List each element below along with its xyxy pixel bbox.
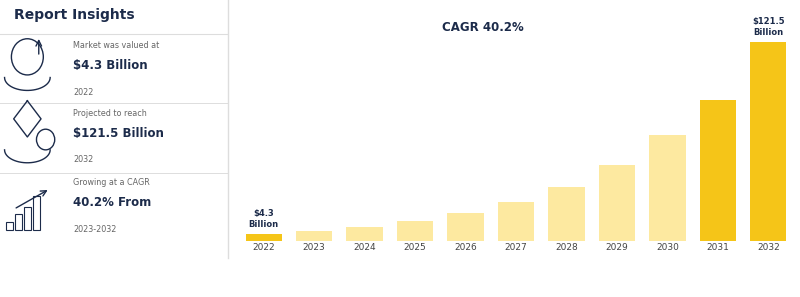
Text: Market was valued at: Market was valued at [73,41,159,50]
Bar [649,135,686,241]
Text: $4.3
Billion: $4.3 Billion [249,208,279,229]
Bar [296,231,332,241]
Bar [548,187,585,241]
Bar [397,221,434,241]
Bar [6,222,13,230]
Text: Growing at a CAGR: Growing at a CAGR [73,178,150,187]
Text: © All right reserved: © All right reserved [8,273,98,282]
Text: Report Insights: Report Insights [14,8,134,22]
Text: Allied Market Research: Allied Market Research [664,273,792,283]
Bar [447,213,484,241]
Bar [346,227,383,241]
Text: $121.5 Billion: $121.5 Billion [73,127,164,140]
Text: 2023-2032: 2023-2032 [73,225,116,234]
Text: CAGR 40.2%: CAGR 40.2% [442,21,523,34]
Bar [15,214,22,230]
Text: $4.3 Billion: $4.3 Billion [73,59,147,72]
Bar [750,42,786,241]
Bar [24,207,30,230]
Bar [498,202,534,241]
Text: Projected to reach: Projected to reach [73,108,146,118]
Bar [700,100,736,241]
Bar [246,233,282,241]
Text: 40.2% From: 40.2% From [73,196,151,209]
Bar [598,165,635,241]
Text: $121.5
Billion: $121.5 Billion [752,17,785,37]
Bar [33,196,40,230]
Text: 2022: 2022 [73,88,94,97]
Text: 2032: 2032 [73,155,94,164]
